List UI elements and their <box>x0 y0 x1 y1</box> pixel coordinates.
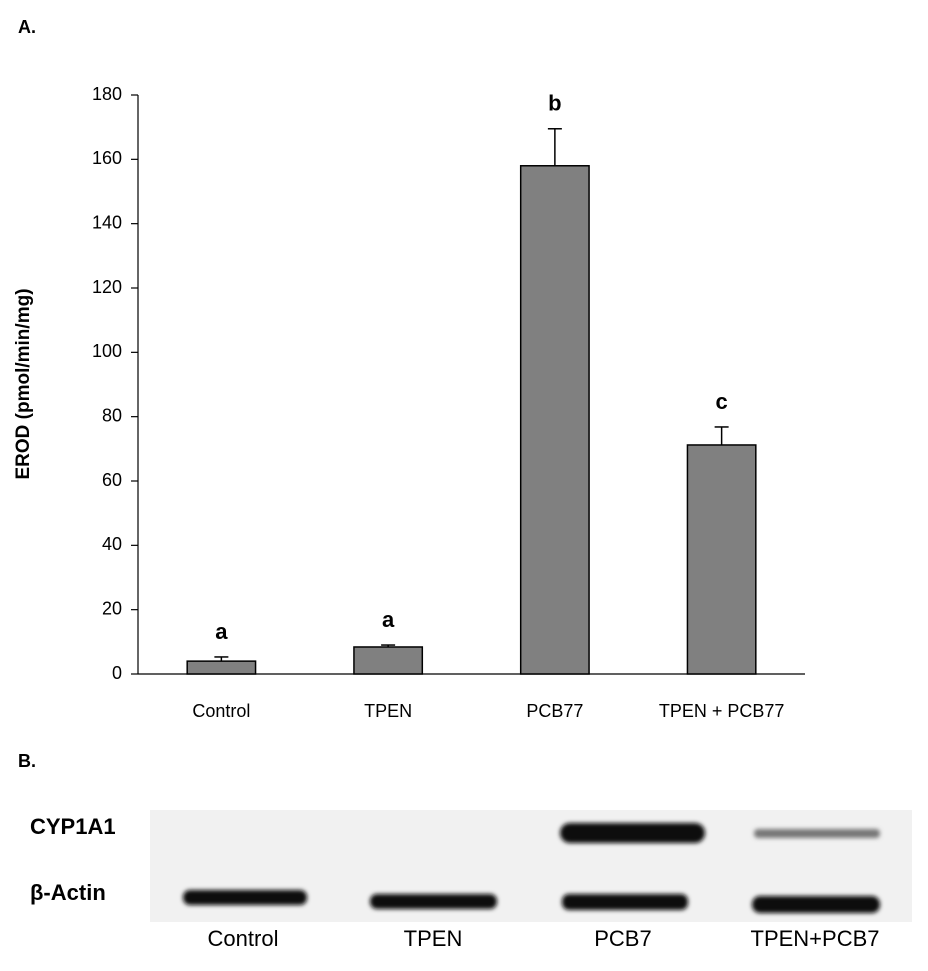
bar <box>686 444 757 675</box>
row-label: β-Actin <box>30 880 106 905</box>
y-tick-label: 140 <box>92 212 122 232</box>
x-tick-label: PCB77 <box>526 701 583 721</box>
lane-label: PCB7 <box>594 926 651 951</box>
lane-label: Control <box>208 926 279 951</box>
band <box>752 896 880 913</box>
y-tick-label: 40 <box>102 534 122 554</box>
x-tick-label: Control <box>192 701 250 721</box>
band <box>560 823 705 843</box>
blot-bands <box>183 823 880 913</box>
panel-label: A. <box>18 17 36 37</box>
lane-label: TPEN+PCB7 <box>751 926 880 951</box>
significance-letter: c <box>716 389 728 414</box>
significance-letter: b <box>548 91 561 116</box>
band <box>370 894 497 909</box>
band <box>183 890 307 905</box>
significance-letter: a <box>215 619 228 644</box>
y-axis-label: EROD (pmol/min/mg) <box>13 288 34 479</box>
bar <box>186 660 257 675</box>
y-tick-label: 60 <box>102 470 122 490</box>
band <box>754 829 880 838</box>
band <box>562 894 688 910</box>
plot: 0 20 40 60 80 100 120 140 160 180 Control a TPEN a PCB… <box>92 84 784 721</box>
bar <box>519 165 590 675</box>
panel-label: B. <box>18 751 36 771</box>
x-tick-label: TPEN + PCB77 <box>659 701 785 721</box>
y-tick-label: 100 <box>92 341 122 361</box>
y-tick-label: 80 <box>102 405 122 425</box>
y-tick-label: 160 <box>92 148 122 168</box>
bar <box>353 646 424 675</box>
y-tick-label: 0 <box>112 663 122 683</box>
row-label: CYP1A1 <box>30 814 116 839</box>
y-tick-label: 180 <box>92 84 122 104</box>
y-tick-label: 20 <box>102 598 122 618</box>
significance-letter: a <box>382 607 395 632</box>
lane-label: TPEN <box>404 926 463 951</box>
x-tick-label: TPEN <box>364 701 412 721</box>
y-tick-label: 120 <box>92 277 122 297</box>
